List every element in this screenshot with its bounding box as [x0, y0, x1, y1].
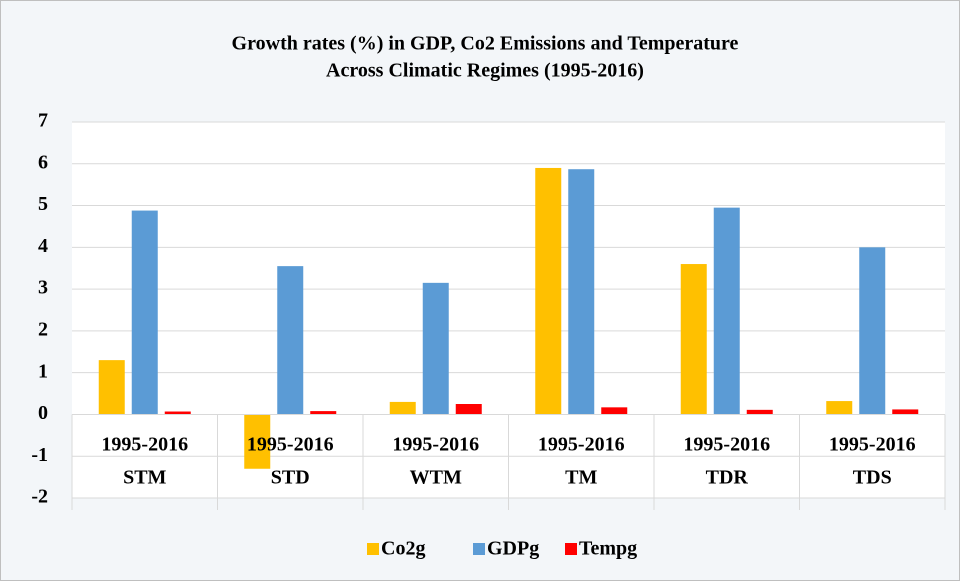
- y-tick-label: 6: [38, 151, 48, 173]
- bar: [310, 411, 337, 415]
- y-tick-label: 7: [38, 110, 48, 132]
- x-group-label: TDR: [706, 467, 749, 489]
- y-tick-label: 5: [38, 193, 48, 215]
- bar: [826, 401, 853, 415]
- chart-title: Across Climatic Regimes (1995-2016): [326, 60, 644, 82]
- bar: [568, 169, 595, 415]
- y-tick-label: -2: [31, 486, 48, 508]
- bar: [601, 407, 628, 415]
- bar: [98, 360, 125, 415]
- bar: [389, 401, 416, 415]
- chart-title: Growth rates (%) in GDP, Co2 Emissions a…: [232, 33, 739, 55]
- legend-swatch: [367, 543, 379, 555]
- x-group-label: TM: [565, 467, 597, 489]
- legend-swatch: [473, 543, 485, 555]
- legend-swatch: [565, 543, 577, 555]
- x-group-label: WTM: [410, 467, 462, 489]
- bar: [746, 409, 773, 415]
- x-tick-label: 1995-2016: [247, 434, 334, 456]
- legend-label: Co2g: [381, 538, 425, 560]
- y-tick-label: -1: [31, 444, 48, 466]
- y-tick-label: 1: [38, 360, 48, 382]
- x-group-label: STM: [123, 467, 166, 489]
- bar: [713, 207, 740, 415]
- bar: [859, 247, 886, 415]
- x-tick-label: 1995-2016: [829, 434, 916, 456]
- bar: [680, 264, 707, 415]
- bar: [892, 409, 919, 415]
- bar: [131, 210, 158, 415]
- bar: [422, 282, 449, 415]
- x-group-label: STD: [271, 467, 310, 489]
- bar: [277, 266, 304, 415]
- legend-label: Tempg: [579, 538, 637, 560]
- bar: [244, 414, 271, 469]
- y-tick-label: 0: [38, 402, 48, 424]
- y-tick-label: 2: [38, 318, 48, 340]
- bar: [535, 167, 562, 415]
- x-tick-label: 1995-2016: [683, 434, 770, 456]
- y-tick-label: 4: [38, 235, 48, 257]
- bar: [455, 404, 482, 415]
- x-tick-label: 1995-2016: [392, 434, 479, 456]
- legend-label: GDPg: [487, 538, 539, 560]
- bar: [164, 411, 191, 415]
- x-tick-label: 1995-2016: [101, 434, 188, 456]
- x-tick-label: 1995-2016: [538, 434, 625, 456]
- y-tick-label: 3: [38, 277, 48, 299]
- x-group-label: TDS: [853, 467, 892, 489]
